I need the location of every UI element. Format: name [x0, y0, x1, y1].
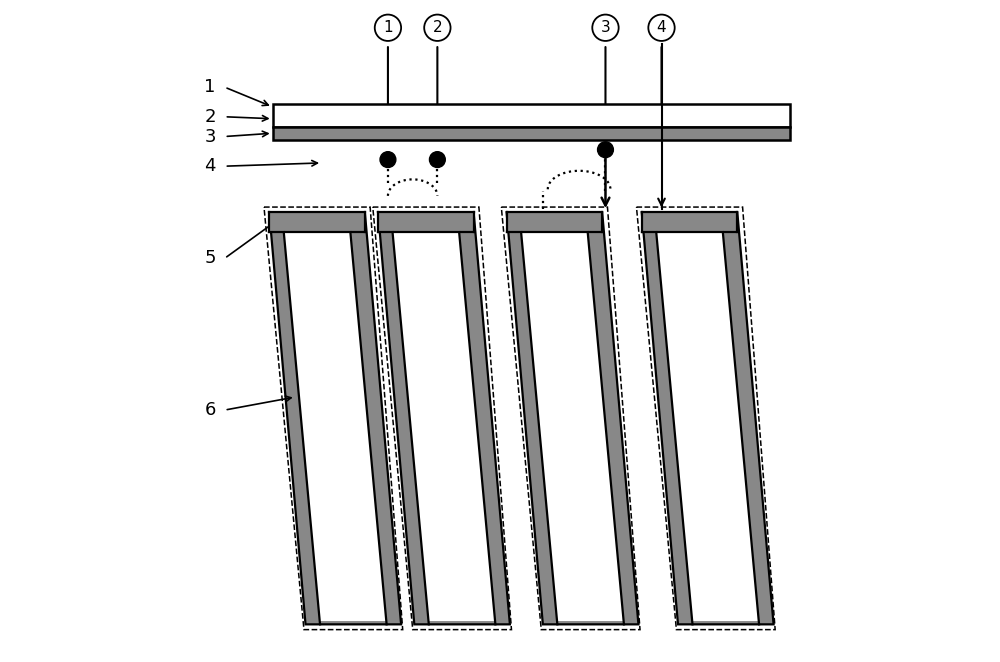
Text: 6: 6	[204, 401, 216, 419]
Text: 2: 2	[204, 108, 216, 126]
Polygon shape	[521, 232, 624, 621]
Bar	[273, 126, 790, 140]
Circle shape	[380, 152, 396, 167]
Circle shape	[598, 142, 613, 158]
Polygon shape	[284, 232, 387, 621]
Polygon shape	[507, 213, 602, 232]
Polygon shape	[378, 213, 510, 624]
Polygon shape	[642, 213, 737, 232]
Polygon shape	[507, 213, 638, 624]
Polygon shape	[378, 213, 474, 232]
Text: 3: 3	[204, 128, 216, 146]
Bar	[273, 103, 790, 126]
Polygon shape	[642, 213, 774, 624]
Text: 3: 3	[601, 21, 610, 35]
Text: 2: 2	[433, 21, 442, 35]
Circle shape	[429, 152, 445, 167]
Text: 1: 1	[383, 21, 393, 35]
Polygon shape	[269, 213, 365, 232]
Text: 1: 1	[204, 78, 216, 96]
Polygon shape	[269, 213, 401, 624]
Text: 4: 4	[657, 21, 666, 35]
Text: 4: 4	[204, 157, 216, 175]
Text: 5: 5	[204, 250, 216, 267]
Polygon shape	[656, 232, 759, 621]
Polygon shape	[393, 232, 495, 621]
